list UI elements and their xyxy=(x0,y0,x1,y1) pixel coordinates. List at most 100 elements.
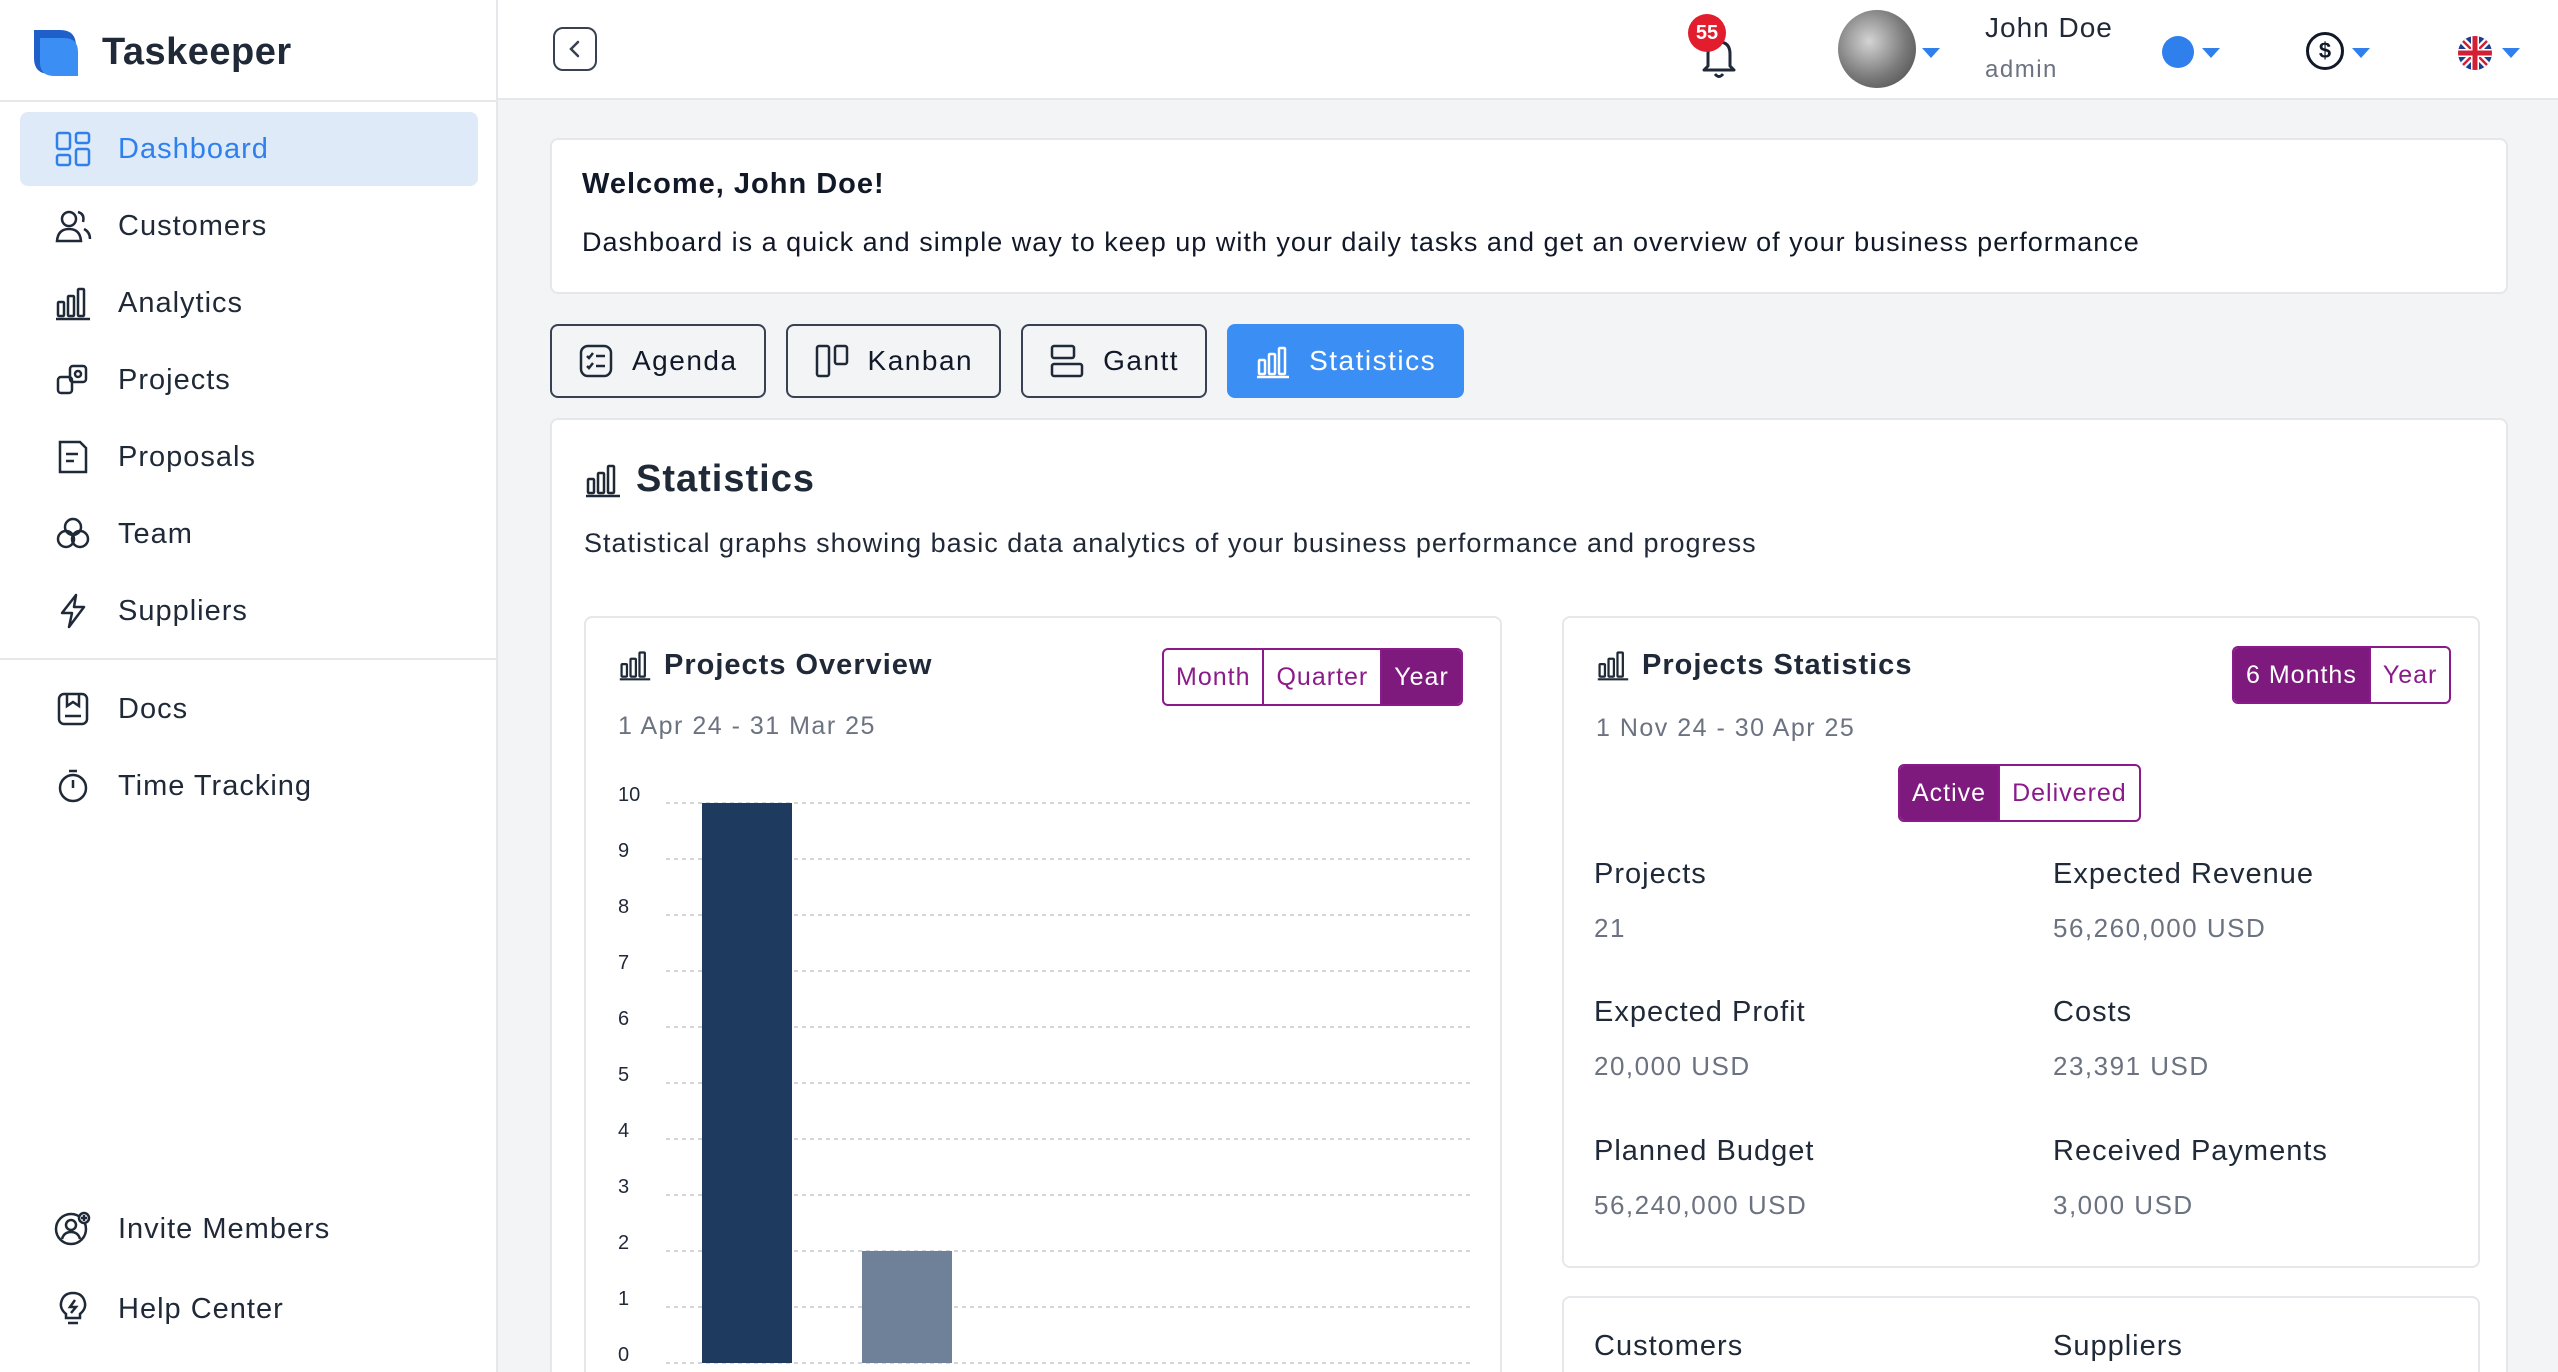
stat-value: 20,000 USD xyxy=(1594,1051,1751,1081)
status-indicator[interactable] xyxy=(2162,36,2194,68)
y-tick-label: 10 xyxy=(618,784,640,806)
period-selector: Month Quarter Year xyxy=(1162,648,1463,706)
date-range: 1 Nov 24 - 30 Apr 25 xyxy=(1596,714,1856,742)
sidebar-item-team[interactable]: Team xyxy=(20,497,478,571)
date-range: 1 Apr 24 - 31 Mar 25 xyxy=(618,712,876,740)
period-year-option[interactable]: Year xyxy=(1382,650,1461,704)
period-6-months-option[interactable]: 6 Months xyxy=(2234,648,2371,702)
sidebar-item-label: Time Tracking xyxy=(118,769,313,802)
y-tick-label: 6 xyxy=(618,1008,629,1030)
sidebar-item-label: Help Center xyxy=(118,1292,284,1325)
sidebar-nav: Dashboard Customers Analytics Projects P… xyxy=(20,112,478,651)
y-tick-label: 5 xyxy=(618,1064,629,1086)
period-quarter-option[interactable]: Quarter xyxy=(1264,650,1383,704)
gantt-icon xyxy=(1049,343,1085,379)
chart-bar[interactable] xyxy=(702,803,792,1363)
tab-statistics[interactable]: Statistics xyxy=(1227,324,1465,398)
collapse-sidebar-button[interactable] xyxy=(553,27,597,71)
docs-icon xyxy=(54,690,92,728)
stat-value: 23,391 USD xyxy=(2053,1051,2210,1081)
avatar[interactable] xyxy=(1838,10,1916,88)
stat-projects: Projects 21 xyxy=(1594,858,1707,944)
sidebar-item-label: Docs xyxy=(118,692,189,725)
invite-icon xyxy=(54,1210,92,1248)
sidebar-item-label: Proposals xyxy=(118,440,256,473)
status-active-option[interactable]: Active xyxy=(1900,766,2001,820)
chevron-down-icon[interactable] xyxy=(1922,48,1940,58)
dashboard-icon xyxy=(54,130,92,168)
statistics-icon xyxy=(1255,343,1291,379)
y-tick-label: 1 xyxy=(618,1288,629,1310)
customers-suppliers-card: Customers Suppliers xyxy=(1562,1296,2480,1372)
taskeeper-logo-icon xyxy=(30,26,82,78)
customers-icon xyxy=(54,207,92,245)
analytics-icon xyxy=(54,284,92,322)
stat-label: Planned Budget xyxy=(1594,1135,1815,1167)
tab-kanban[interactable]: Kanban xyxy=(785,324,1002,398)
tab-gantt[interactable]: Gantt xyxy=(1021,324,1208,398)
user-role: admin xyxy=(1985,56,2058,83)
lightbulb-icon xyxy=(54,1290,92,1328)
divider xyxy=(0,100,498,102)
sidebar-item-projects[interactable]: Projects xyxy=(20,343,478,417)
y-tick-label: 3 xyxy=(618,1176,629,1198)
stat-costs: Costs 23,391 USD xyxy=(2053,996,2210,1082)
sidebar-item-suppliers[interactable]: Suppliers xyxy=(20,574,478,648)
period-year-option[interactable]: Year xyxy=(2382,660,2438,689)
tab-agenda[interactable]: Agenda xyxy=(550,324,766,398)
projects-overview-card: Projects Overview 1 Apr 24 - 31 Mar 25 M… xyxy=(584,616,1502,1372)
sidebar-item-label: Invite Members xyxy=(118,1212,331,1245)
y-tick-label: 4 xyxy=(618,1120,629,1142)
sidebar-item-analytics[interactable]: Analytics xyxy=(20,266,478,340)
welcome-title: Welcome, John Doe! xyxy=(582,168,885,200)
status-selector: Active Delivered xyxy=(1898,764,2141,822)
suppliers-icon xyxy=(54,592,92,630)
sidebar-item-time-tracking[interactable]: Time Tracking xyxy=(20,749,478,823)
chevron-down-icon[interactable] xyxy=(2202,48,2220,58)
sidebar-item-dashboard[interactable]: Dashboard xyxy=(20,112,478,186)
stat-label: Projects xyxy=(1594,858,1707,890)
period-month-option[interactable]: Month xyxy=(1164,650,1265,704)
tab-label: Gantt xyxy=(1103,345,1180,376)
kanban-icon xyxy=(814,343,850,379)
status-delivered-option[interactable]: Delivered xyxy=(2012,778,2127,807)
chevron-down-icon[interactable] xyxy=(2352,48,2370,58)
currency-icon[interactable]: $ xyxy=(2306,32,2344,70)
projects-overview-heading: Projects Overview xyxy=(618,648,932,682)
statistics-heading: Statistics xyxy=(584,458,815,501)
stat-label: Expected Revenue xyxy=(2053,858,2315,890)
sidebar-nav-bottom: Invite Members Help Center xyxy=(20,1192,478,1352)
sidebar-nav-secondary: Docs Time Tracking xyxy=(20,672,478,826)
stat-label: Costs xyxy=(2053,996,2133,1028)
stat-expected-profit: Expected Profit 20,000 USD xyxy=(1594,996,1806,1082)
stat-value: 21 xyxy=(1594,913,1626,943)
sidebar-item-proposals[interactable]: Proposals xyxy=(20,420,478,494)
sidebar-item-help-center[interactable]: Help Center xyxy=(20,1272,478,1346)
suppliers-label: Suppliers xyxy=(2053,1330,2183,1362)
statistics-panel: Statistics Statistical graphs showing ba… xyxy=(550,418,2508,1372)
uk-flag-icon[interactable] xyxy=(2458,36,2492,70)
projects-overview-chart: 0 1 2 3 4 5 6 7 8 9 10 xyxy=(618,784,1474,1366)
y-tick-label: 7 xyxy=(618,952,629,974)
sidebar: Taskeeper Dashboard Customers Analytics xyxy=(0,0,498,1372)
sidebar-item-customers[interactable]: Customers xyxy=(20,189,478,263)
user-name: John Doe xyxy=(1985,12,2113,43)
y-tick-label: 0 xyxy=(618,1344,629,1366)
sidebar-item-invite-members[interactable]: Invite Members xyxy=(20,1192,478,1266)
stat-label: Received Payments xyxy=(2053,1135,2328,1167)
sidebar-item-label: Suppliers xyxy=(118,594,248,627)
tab-label: Kanban xyxy=(867,345,974,376)
stat-value: 3,000 USD xyxy=(2053,1190,2194,1220)
sidebar-item-label: Customers xyxy=(118,209,268,242)
chart-bar[interactable] xyxy=(862,1251,952,1363)
sidebar-item-docs[interactable]: Docs xyxy=(20,672,478,746)
view-tabs: Agenda Kanban Gantt Statistics xyxy=(550,324,1484,398)
top-header: 55 John Doe admin $ xyxy=(498,0,2558,100)
chevron-down-icon[interactable] xyxy=(2502,48,2520,58)
notification-count-badge: 55 xyxy=(1688,14,1726,52)
y-tick-label: 8 xyxy=(618,896,629,918)
brand[interactable]: Taskeeper xyxy=(30,22,292,82)
projects-statistics-title: Projects Statistics xyxy=(1642,648,1913,681)
projects-statistics-card: Projects Statistics 1 Nov 24 - 30 Apr 25… xyxy=(1562,616,2480,1268)
sidebar-item-label: Dashboard xyxy=(118,132,269,165)
